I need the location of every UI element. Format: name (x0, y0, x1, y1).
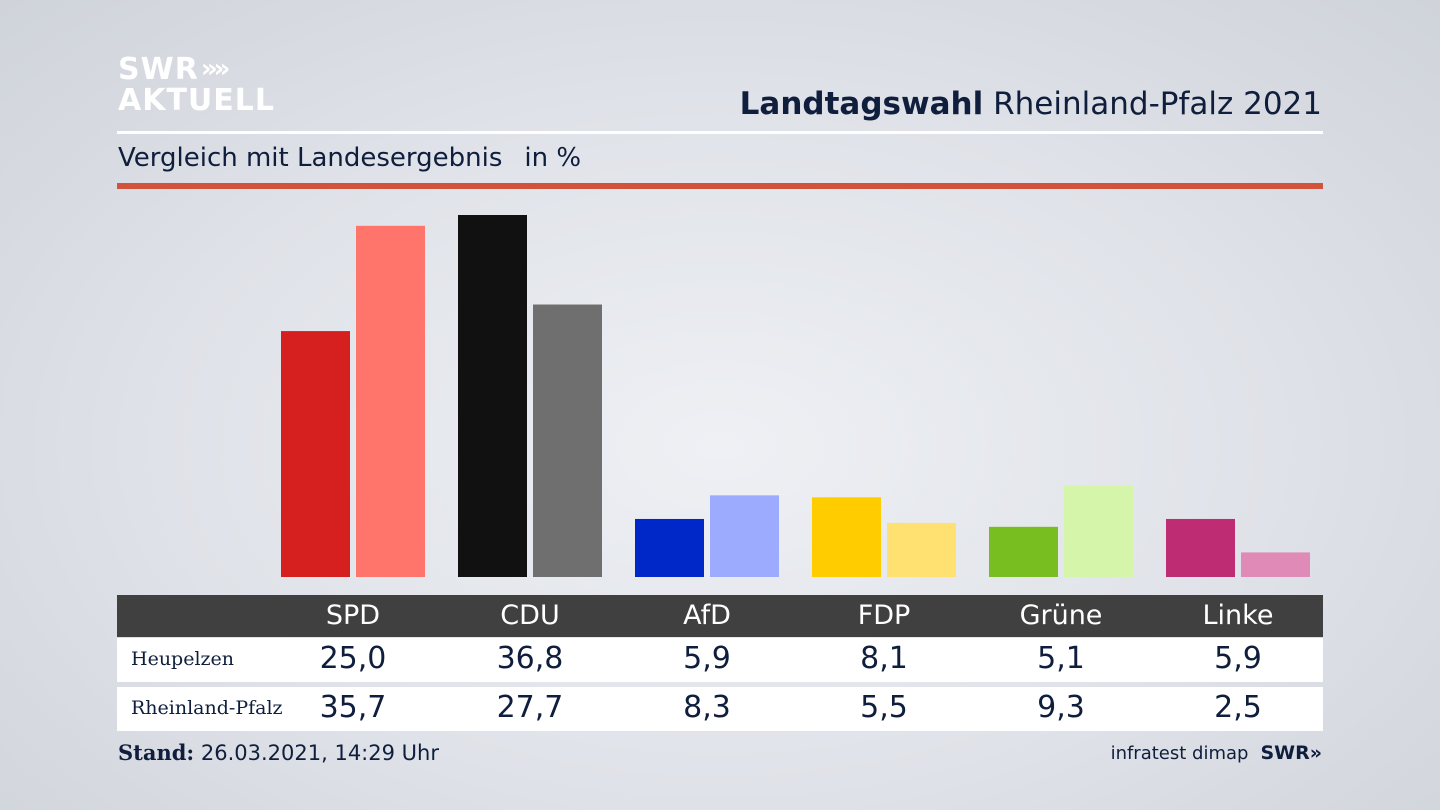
bar-cdu-1 (458, 215, 527, 577)
row-label-series-2: Rheinland-Pfalz (131, 697, 283, 719)
footer-logo: SWR» (1260, 742, 1322, 764)
page-title: Landtagswahl Rheinland-Pfalz 2021 (740, 86, 1322, 122)
data-label: 5,9 (683, 641, 731, 676)
stand-value: 26.03.2021, 14:29 Uhr (200, 741, 439, 765)
bar-afd-2 (710, 495, 779, 577)
bar-cdu-2 (533, 304, 602, 577)
data-label: 8,1 (860, 641, 908, 676)
data-label: 25,0 (319, 641, 387, 676)
data-label: 2,5 (1214, 690, 1262, 725)
source-text: infratest dimap (1110, 742, 1249, 764)
subtitle-text: Vergleich mit Landesergebnis (118, 143, 503, 173)
source-credit: infratest dimap SWR» (1111, 742, 1322, 764)
bar-chart (281, 215, 1310, 577)
bar-fdp-2 (887, 522, 956, 577)
bar-spd-2 (356, 225, 425, 577)
data-label: 27,7 (496, 690, 564, 725)
data-label: 5,5 (860, 690, 908, 725)
table-row (117, 638, 1323, 682)
logo-line-1: SWR (118, 52, 199, 87)
tick-label: CDU (500, 600, 560, 631)
tick-label: Linke (1202, 600, 1274, 631)
data-label: 5,9 (1214, 641, 1262, 676)
data-label: 36,8 (496, 641, 564, 676)
data-label: 35,7 (319, 690, 387, 725)
title-rest: Rheinland-Pfalz 2021 (993, 86, 1322, 122)
subtitle-unit: in % (524, 143, 582, 173)
tick-label: SPD (325, 600, 381, 631)
bar-fdp-1 (812, 497, 881, 577)
tick-label: FDP (857, 600, 911, 631)
table-header (117, 595, 1323, 637)
bar-gruene-2 (1064, 485, 1133, 577)
bar-spd-1 (281, 331, 350, 577)
row-label-series-1: Heupelzen (131, 648, 235, 670)
chart-subtitle: Vergleich mit Landesergebnis in % (118, 143, 581, 173)
title-bold: Landtagswahl (739, 86, 984, 122)
tick-label: Grüne (1019, 600, 1103, 631)
tick-label: AfD (683, 600, 731, 631)
data-label: 5,1 (1037, 641, 1085, 676)
bar-linke-2 (1241, 552, 1310, 577)
table-row (117, 687, 1323, 731)
bar-afd-1 (635, 518, 704, 577)
stand-label: Stand: (118, 740, 195, 765)
logo-line-2: AKTUELL (118, 83, 276, 118)
bar-gruene-1 (989, 526, 1058, 577)
data-label: 9,3 (1037, 690, 1085, 725)
header-divider (117, 131, 1323, 134)
swr-aktuell-logo: SWR»» AKTUELL (118, 54, 275, 116)
timestamp: Stand: 26.03.2021, 14:29 Uhr (118, 740, 439, 765)
bar-linke-1 (1166, 518, 1235, 577)
accent-divider (117, 183, 1323, 189)
data-label: 8,3 (683, 690, 731, 725)
